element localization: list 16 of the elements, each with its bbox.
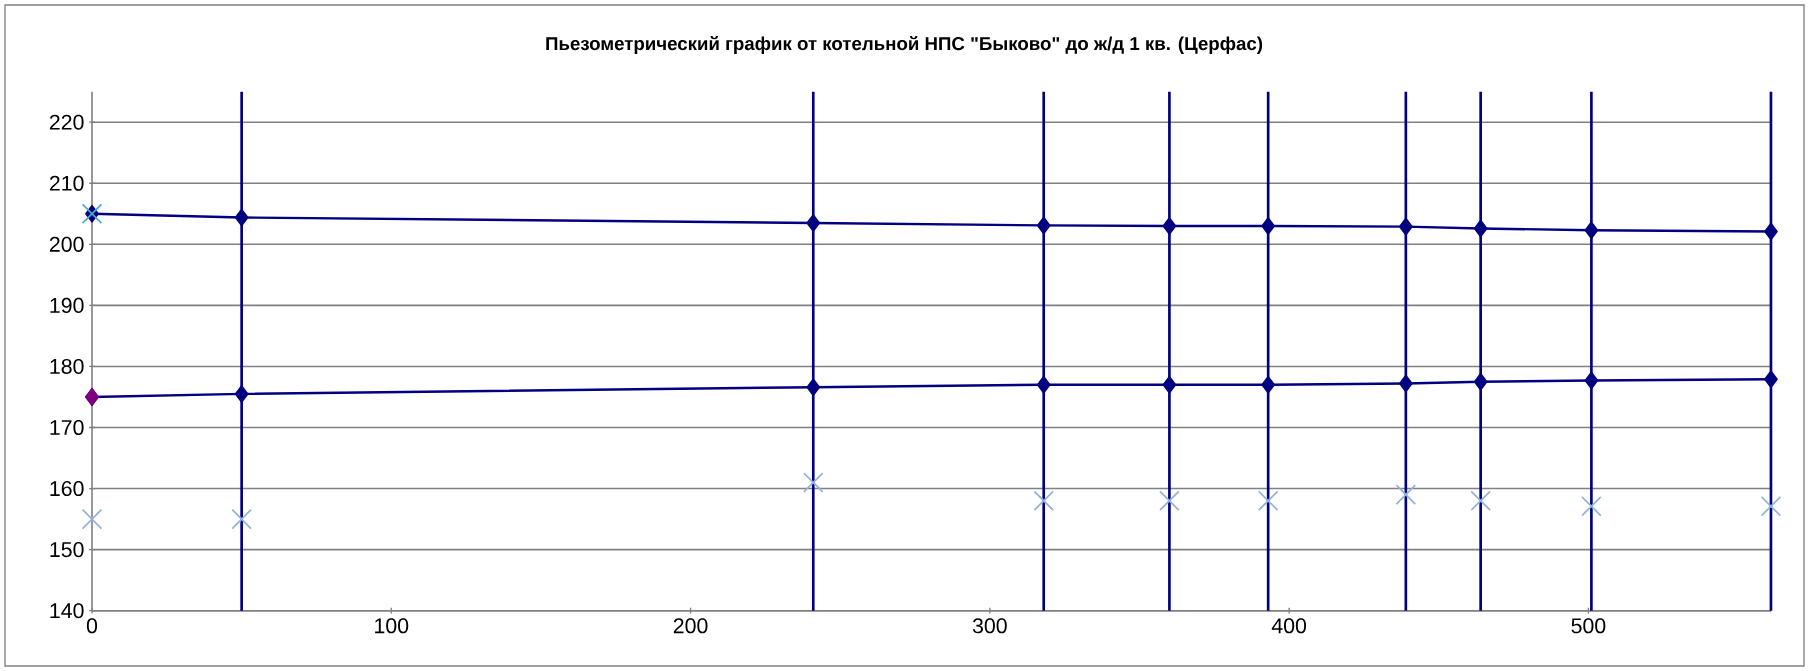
y-tick-label: 180 bbox=[50, 358, 84, 374]
y-tick-label: 190 bbox=[50, 297, 84, 313]
x-tick-label: 300 bbox=[972, 618, 1007, 634]
y-tick-label: 220 bbox=[49, 114, 84, 130]
y-tick-label: 150 bbox=[50, 542, 84, 558]
y-tick-label: 160 bbox=[50, 481, 84, 497]
x-tick-label: 0 bbox=[86, 618, 98, 634]
y-tick-label: 170 bbox=[50, 419, 84, 436]
x-tick-label: 400 bbox=[1271, 618, 1307, 634]
y-tick-label: 200 bbox=[49, 236, 84, 252]
x-tick-label: 200 bbox=[673, 618, 708, 634]
x-tick-label: 100 bbox=[375, 618, 409, 634]
y-tick-label: 210 bbox=[49, 175, 84, 191]
y-tick-label: 140 bbox=[50, 603, 84, 619]
chart-title: Пьезометрический график от котельной НПС "Быково" до ж/д 1 кв. (Церфас) bbox=[546, 36, 1263, 54]
x-tick-label: 500 bbox=[1571, 618, 1606, 634]
